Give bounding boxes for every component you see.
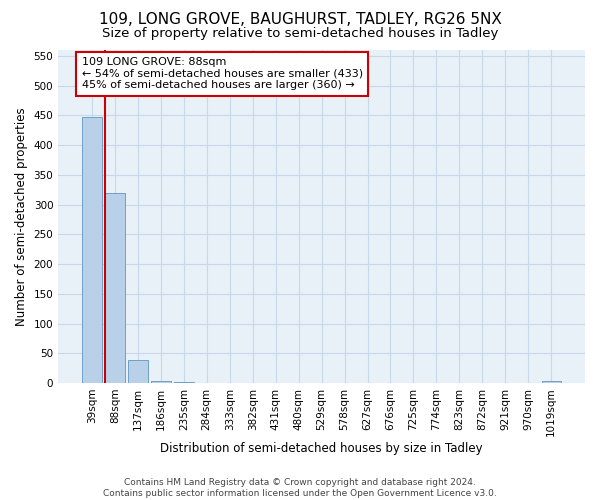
Bar bbox=[151, 381, 170, 383]
Bar bbox=[174, 382, 194, 383]
Bar bbox=[128, 360, 148, 383]
X-axis label: Distribution of semi-detached houses by size in Tadley: Distribution of semi-detached houses by … bbox=[160, 442, 483, 455]
Y-axis label: Number of semi-detached properties: Number of semi-detached properties bbox=[15, 107, 28, 326]
Text: Size of property relative to semi-detached houses in Tadley: Size of property relative to semi-detach… bbox=[102, 28, 498, 40]
Text: 109 LONG GROVE: 88sqm
← 54% of semi-detached houses are smaller (433)
45% of sem: 109 LONG GROVE: 88sqm ← 54% of semi-deta… bbox=[82, 57, 362, 90]
Text: 109, LONG GROVE, BAUGHURST, TADLEY, RG26 5NX: 109, LONG GROVE, BAUGHURST, TADLEY, RG26… bbox=[98, 12, 502, 28]
Bar bbox=[82, 117, 101, 383]
Text: Contains HM Land Registry data © Crown copyright and database right 2024.
Contai: Contains HM Land Registry data © Crown c… bbox=[103, 478, 497, 498]
Bar bbox=[105, 192, 125, 383]
Bar bbox=[542, 381, 561, 383]
